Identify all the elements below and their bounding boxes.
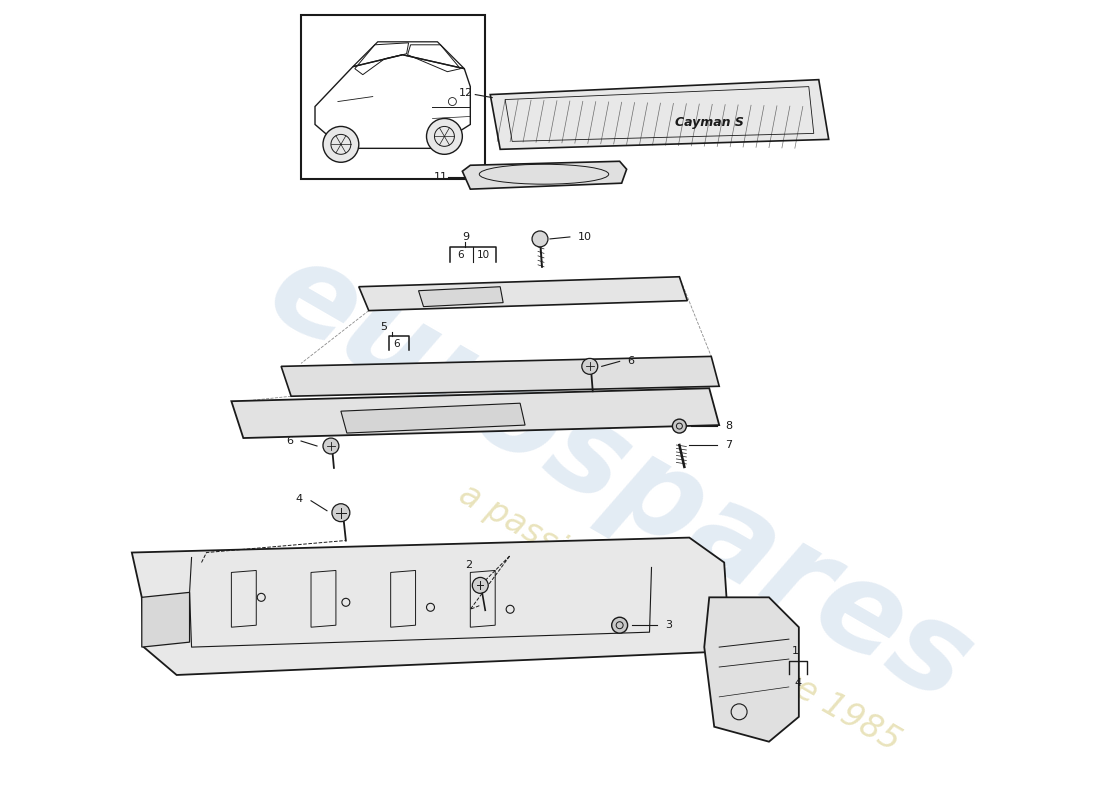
Text: Cayman S: Cayman S (674, 116, 744, 129)
Text: 1: 1 (791, 646, 799, 656)
Circle shape (323, 438, 339, 454)
Polygon shape (491, 80, 828, 150)
Text: a passion for parts since 1985: a passion for parts since 1985 (453, 477, 906, 758)
Text: 2: 2 (465, 561, 472, 570)
Circle shape (427, 118, 462, 154)
Text: 3: 3 (666, 620, 672, 630)
Polygon shape (359, 277, 688, 310)
Circle shape (323, 126, 359, 162)
Text: 6: 6 (456, 250, 464, 260)
Text: 6: 6 (286, 436, 293, 446)
Text: 7: 7 (725, 440, 733, 450)
Text: 10: 10 (578, 232, 592, 242)
Text: 4: 4 (794, 678, 802, 688)
Text: 8: 8 (725, 421, 733, 431)
Circle shape (472, 578, 488, 594)
Text: 11: 11 (433, 172, 448, 182)
Text: 5: 5 (381, 322, 387, 331)
Polygon shape (132, 538, 727, 675)
Text: 6: 6 (628, 356, 635, 366)
Circle shape (532, 231, 548, 247)
Circle shape (582, 358, 597, 374)
Text: 10: 10 (476, 250, 490, 260)
Polygon shape (462, 162, 627, 189)
Polygon shape (341, 403, 525, 433)
Circle shape (672, 419, 686, 433)
Text: 4: 4 (296, 494, 304, 504)
Circle shape (612, 618, 628, 633)
Polygon shape (282, 357, 719, 396)
Bar (301, 15, 485, 179)
Text: 12: 12 (460, 87, 473, 98)
Polygon shape (418, 286, 503, 306)
Text: 6: 6 (394, 339, 400, 350)
Polygon shape (231, 388, 719, 438)
Text: eurospares: eurospares (248, 228, 992, 728)
Text: 9: 9 (462, 232, 469, 242)
Polygon shape (142, 592, 189, 647)
Polygon shape (704, 598, 799, 742)
Circle shape (332, 504, 350, 522)
